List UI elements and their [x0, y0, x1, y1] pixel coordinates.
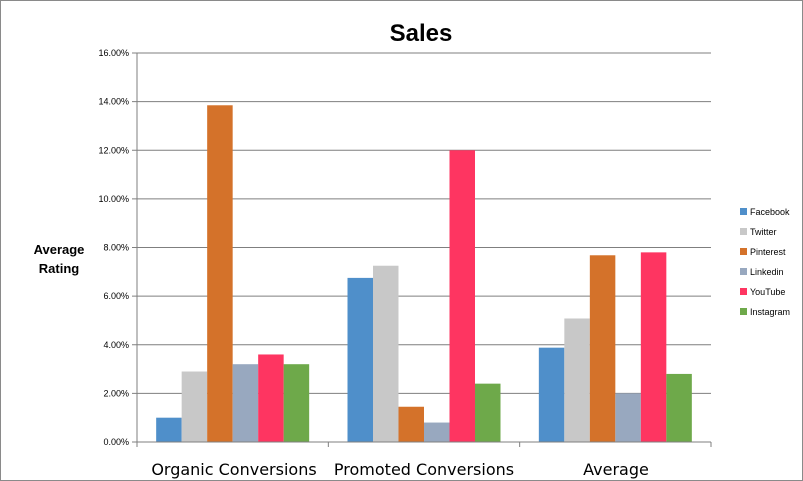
legend-swatch	[740, 248, 747, 255]
bar-twitter-0	[181, 371, 208, 442]
legend-swatch	[740, 288, 747, 295]
bar-youtube-2	[640, 252, 667, 442]
legend-swatch	[740, 308, 747, 315]
legend-swatch	[740, 268, 747, 275]
bar-twitter-2	[564, 318, 590, 442]
y-axis-label-line-1: Average	[34, 242, 85, 257]
category-label: Organic Conversions	[151, 460, 316, 479]
legend-label: Instagram	[750, 307, 790, 317]
legend-label: Pinterest	[750, 247, 786, 257]
bar-linkedin-2	[615, 393, 641, 442]
category-label: Average	[583, 460, 649, 479]
bar-linkedin-0	[232, 364, 259, 442]
bar-facebook-1	[347, 277, 373, 442]
bar-pinterest-2	[589, 255, 616, 442]
axes	[136, 53, 712, 447]
bars	[156, 105, 692, 442]
category-label: Promoted Conversions	[334, 460, 514, 479]
bar-pinterest-1	[398, 406, 424, 442]
bar-instagram-2	[666, 373, 692, 442]
y-tick-label: 16.00%	[98, 48, 129, 58]
y-tick-label: 12.00%	[98, 145, 129, 155]
legend-label: Twitter	[750, 227, 777, 237]
bar-facebook-0	[156, 417, 182, 442]
legend-label: YouTube	[750, 287, 785, 297]
y-tick-label: 6.00%	[103, 291, 129, 301]
bar-youtube-0	[258, 354, 284, 442]
bar-instagram-0	[283, 364, 310, 442]
legend-swatch	[740, 208, 747, 215]
category-labels: Organic Conversions Promoted Conversions A…	[151, 460, 649, 479]
y-tick-label: 4.00%	[103, 340, 129, 350]
bar-instagram-1	[475, 383, 501, 442]
bar-pinterest-0	[207, 105, 233, 442]
bar-youtube-1	[449, 150, 475, 442]
y-tick-label: 2.00%	[103, 388, 129, 398]
legend-swatch	[740, 228, 747, 235]
legend: Facebook Twitter Pinterest Linkedin YouTube I…	[740, 207, 790, 317]
bar-twitter-1	[373, 265, 399, 442]
bar-facebook-2	[538, 347, 565, 442]
chart-title: Sales	[390, 20, 453, 47]
y-tick-label: 0.00%	[103, 437, 129, 447]
bar-linkedin-1	[424, 422, 450, 442]
legend-label: Linkedin	[750, 267, 784, 277]
y-axis-label-line-2: Rating	[39, 261, 80, 276]
legend-label: Facebook	[750, 207, 790, 217]
y-tick-label: 10.00%	[98, 194, 129, 204]
y-tick-label: 14.00%	[98, 97, 129, 107]
y-tick-label: 8.00%	[103, 243, 129, 253]
y-tick-labels: 0.00% 2.00% 4.00% 6.00% 8.00% 10.00% 12.00% 14.…	[98, 48, 129, 447]
